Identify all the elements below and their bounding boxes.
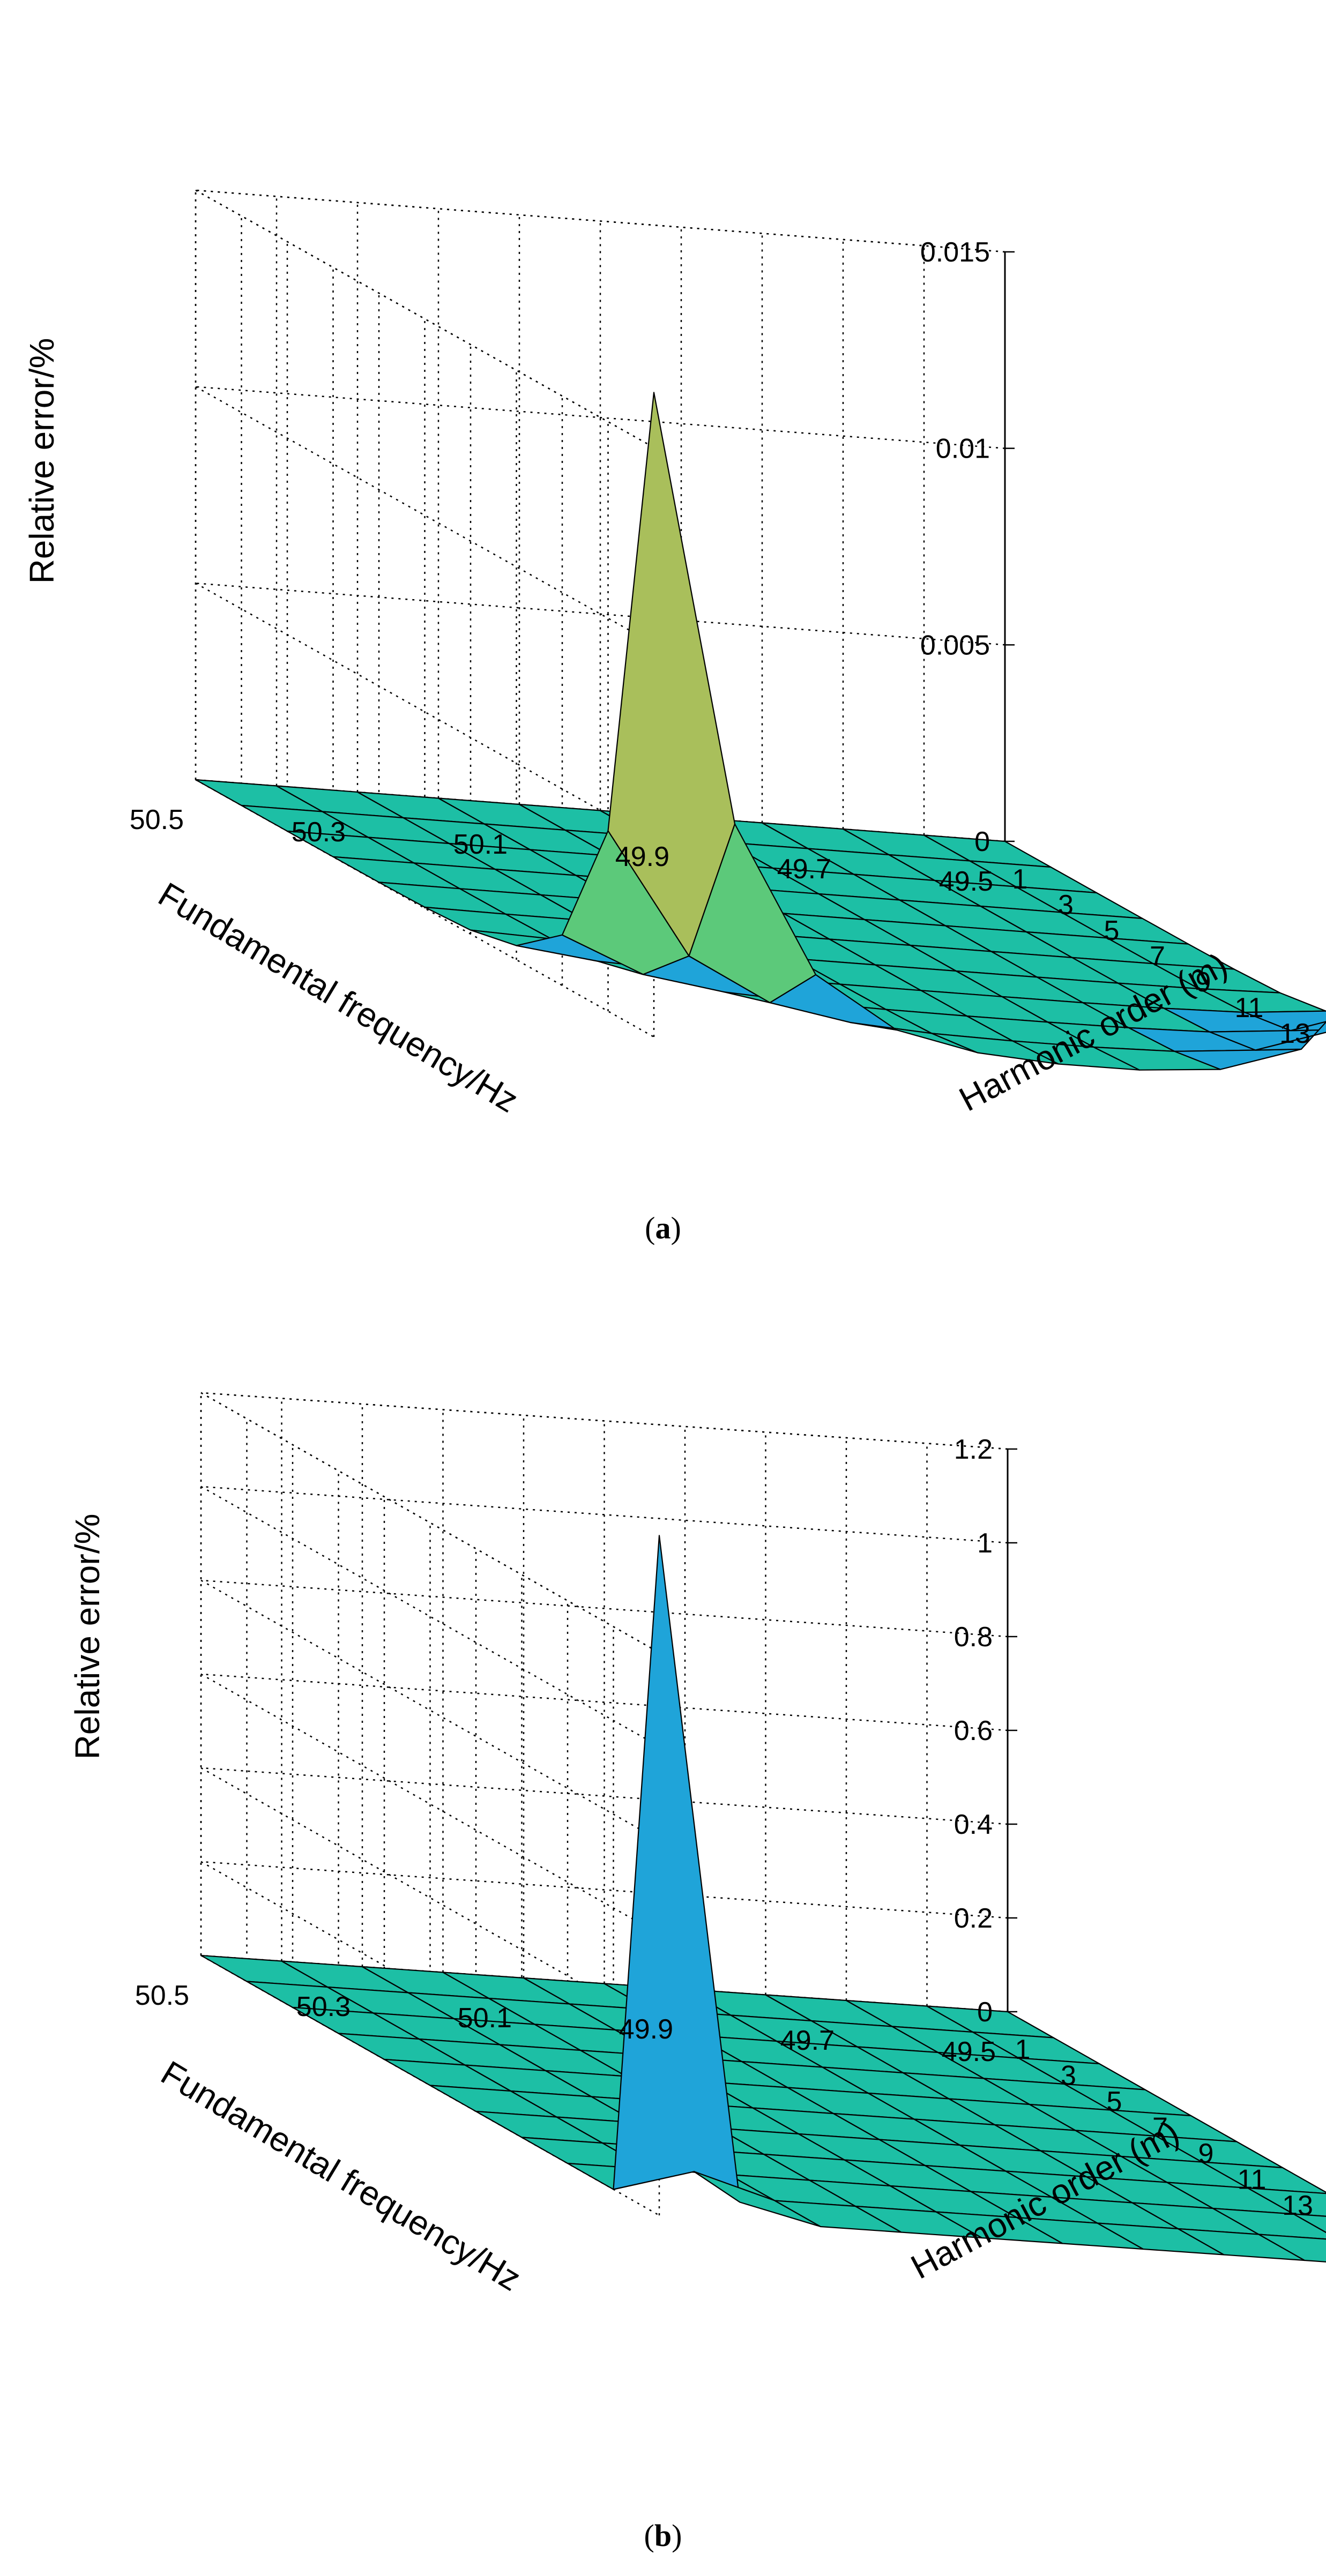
- surface-cell: [1293, 2213, 1326, 2234]
- x-tick-label: 5: [1107, 2086, 1122, 2117]
- z-tick-label: 1.2: [954, 1434, 993, 1465]
- surface: [195, 392, 1326, 1071]
- chart-panel-b: 00.20.40.60.811.21357911131517192150.550…: [0, 1288, 1326, 2574]
- y-tick-label: 50.1: [458, 2003, 512, 2034]
- z-tick-label: 0.005: [920, 630, 990, 661]
- surface-chart-a: 00.0050.010.0151357911131517192150.550.3…: [23, 189, 1326, 1120]
- x-tick-label: 13: [1282, 2190, 1313, 2221]
- z-tick-label: 0.2: [954, 1903, 993, 1934]
- z-tick-label: 0.6: [954, 1715, 993, 1746]
- grid-line: [195, 386, 1005, 449]
- surface-chart-b: 00.20.40.60.811.21357911131517192150.550…: [68, 1392, 1326, 2298]
- x-tick-label: 1: [1015, 2034, 1031, 2065]
- z-axis-title: Relative error/%: [23, 338, 61, 584]
- z-tick-label: 0: [977, 1997, 993, 2028]
- surface-cell: [1258, 2234, 1326, 2263]
- x-tick-label: 11: [1238, 2164, 1267, 2196]
- y-tick-label: 49.5: [939, 866, 993, 897]
- x-tick-label: 9: [1196, 967, 1211, 998]
- plot-area: 00.0050.010.0151357911131517192150.550.3…: [23, 189, 1326, 1120]
- x-tick-label: 3: [1061, 2060, 1076, 2092]
- x-tick-label: 9: [1198, 2138, 1214, 2169]
- grid-line: [200, 1861, 1008, 1919]
- x-tick-label: 11: [1235, 992, 1264, 1024]
- y-tick-label: 50.1: [453, 829, 508, 860]
- z-tick-label: 0.015: [920, 237, 990, 268]
- chart-panel-a: 00.0050.010.0151357911131517192150.550.3…: [0, 0, 1326, 1286]
- x-tick-labels: 13579111315171921: [1015, 2034, 1313, 2221]
- y-tick-label: 49.9: [615, 841, 669, 872]
- surface-cell: [613, 1535, 741, 2203]
- y-tick-label: 49.5: [942, 2036, 996, 2067]
- caption-a: (a): [645, 1211, 681, 1245]
- grid-line: [195, 189, 1005, 253]
- z-axis-title: Relative error/%: [68, 1514, 107, 1760]
- grid-line: [195, 189, 654, 449]
- z-tick-labels: 0 0.2 0.4 0.6 0.8 1 1.2: [954, 1434, 1017, 2028]
- z-tick-label: 0.01: [936, 434, 990, 465]
- grid-line: [200, 1485, 1008, 1544]
- y-tick-label: 50.3: [296, 1991, 351, 2022]
- x-tick-label: 1: [1012, 864, 1028, 895]
- grid-line: [200, 1579, 1008, 1638]
- y-tick-label: 49.7: [777, 854, 831, 885]
- surface-cell: [1247, 2187, 1326, 2217]
- surface: [200, 1535, 1326, 2263]
- z-tick-label: 1: [977, 1528, 993, 1559]
- y-tick-labels: 50.5 50.3 50.1 49.9 49.7 49.5: [135, 1980, 996, 2067]
- caption-b: (b): [644, 2518, 682, 2553]
- y-tick-label: 50.5: [135, 1980, 189, 2011]
- grid-line: [200, 1392, 660, 1654]
- x-tick-label: 7: [1152, 2112, 1168, 2144]
- x-tick-label: 7: [1150, 941, 1165, 972]
- grid-line: [200, 1392, 1008, 1450]
- grid-line: [200, 1579, 660, 1841]
- caption-a-label: a: [655, 1211, 671, 1245]
- z-tick-label: 0.4: [954, 1809, 993, 1840]
- y-tick-label: 49.9: [619, 2014, 673, 2045]
- surface-cell: [1212, 2207, 1326, 2240]
- x-tick-label: 3: [1058, 890, 1074, 921]
- z-tick-label: 0: [974, 826, 990, 857]
- surface-cell: [1209, 1029, 1326, 1051]
- surface-cell: [1201, 2161, 1326, 2194]
- surface-cell: [1255, 1021, 1326, 1051]
- z-tick-label: 0.8: [954, 1622, 993, 1653]
- plot-area: 00.20.40.60.811.21357911131517192150.550…: [68, 1392, 1326, 2298]
- y-tick-label: 50.3: [292, 817, 346, 848]
- x-tick-label: 5: [1104, 915, 1120, 946]
- y-tick-labels: 50.5 50.3 50.1 49.9 49.7 49.5: [130, 804, 993, 897]
- grid-line: [195, 583, 1005, 646]
- grid-line: [200, 1767, 1008, 1825]
- y-tick-label: 49.7: [780, 2025, 835, 2056]
- grid-line: [195, 386, 654, 645]
- x-tick-labels: 13579111315171921: [1012, 864, 1326, 1075]
- x-tick-label: 15: [1325, 1044, 1326, 1075]
- surface-cell: [1244, 1010, 1326, 1032]
- grid-line: [200, 1673, 1008, 1731]
- caption-b-label: b: [654, 2518, 672, 2553]
- x-tick-label: 13: [1279, 1018, 1310, 1049]
- grid-line: [200, 1673, 660, 1935]
- z-tick-labels: 0 0.005 0.01 0.015: [920, 237, 1015, 857]
- grid-line: [200, 1485, 660, 1748]
- y-tick-label: 50.5: [130, 804, 184, 835]
